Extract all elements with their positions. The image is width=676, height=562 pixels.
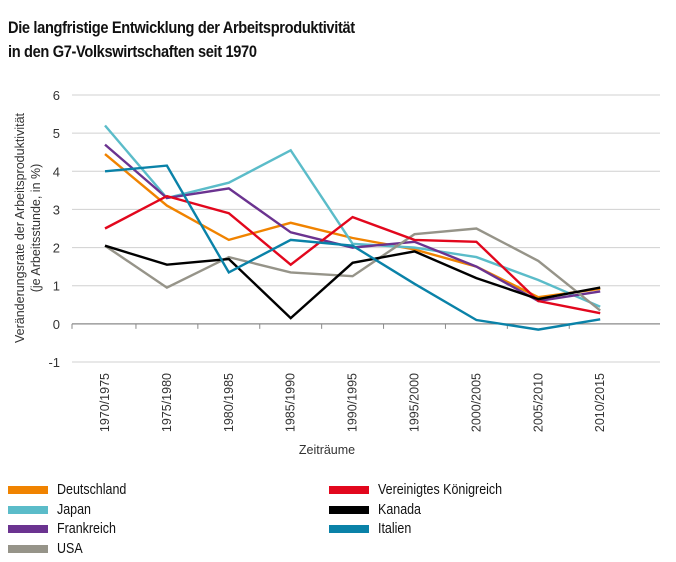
y-axis-ticks: -1 0 1 2 3 4 5 6: [48, 88, 60, 370]
x-tick-label: 1985/1990: [284, 373, 298, 432]
legend-label: Italien: [378, 521, 412, 537]
line-chart: -1 0 1 2 3 4 5 6 1970/1975 1975/1980 1980/1985 198…: [13, 88, 660, 457]
y-tick-label: 6: [53, 88, 60, 103]
y-tick-label: 1: [53, 279, 60, 294]
x-tick-label: 1975/1980: [160, 373, 174, 432]
x-axis: [71, 323, 570, 329]
legend-label: Japan: [57, 501, 91, 518]
y-tick-label: -1: [48, 355, 60, 370]
legend-swatch: [329, 505, 369, 514]
x-tick-label: 2010/2015: [593, 373, 607, 432]
legend-item: Deutschland: [8, 482, 138, 498]
y-axis-label-line-2: (je Arbeitsstunde, in %): [29, 164, 43, 293]
series-lines: [104, 124, 601, 331]
legend-item: Japan: [8, 502, 97, 518]
legend-item: Kanada: [329, 502, 428, 518]
x-axis-label: Zeiträume: [299, 443, 355, 457]
legend-item: Vereinigtes Königreich: [329, 482, 522, 498]
series-line-deutschland: [104, 153, 601, 299]
chart-title-line-1: Die langfristige Entwicklung der Arbeits…: [8, 18, 355, 37]
x-tick-label: 2000/2005: [469, 373, 483, 432]
y-tick-label: 5: [53, 126, 60, 141]
x-tick-label: 1970/1975: [98, 373, 112, 432]
legend-swatch: [8, 486, 48, 494]
y-axis-label-line-1: Veränderungsrate der Arbeitsproduktivitä…: [13, 112, 27, 343]
x-tick-label: 2005/2010: [531, 373, 545, 432]
series-line-japan: [104, 124, 601, 308]
chart-title: Die langfristige Entwicklung der Arbeits…: [8, 16, 355, 64]
legend-label: Vereinigtes Königreich: [378, 482, 503, 498]
legend-swatch: [8, 525, 48, 533]
legend-swatch: [329, 486, 369, 494]
legend-item: Frankreich: [8, 521, 126, 537]
y-tick-label: 2: [53, 241, 60, 256]
x-axis-ticks: 1970/1975 1975/1980 1980/1985 1985/1990 1990…: [98, 373, 607, 432]
x-tick-label: 1980/1985: [222, 373, 236, 432]
chart-title-line-2: in den G7-Volkswirtschaften seit 1970: [8, 42, 257, 61]
legend-swatch: [8, 505, 48, 514]
legend-item: USA: [8, 541, 87, 557]
legend-swatch: [8, 544, 48, 553]
legend-item: Italien: [329, 521, 417, 537]
legend-label: Kanada: [378, 501, 421, 518]
series-line-kanada: [104, 244, 601, 320]
legend-label: Frankreich: [57, 521, 116, 537]
gridlines: [72, 94, 660, 363]
series-line-frankreich: [104, 143, 601, 303]
x-tick-label: 1995/2000: [408, 373, 422, 432]
y-tick-label: 0: [53, 317, 60, 332]
legend-label: Deutschland: [57, 482, 127, 498]
series-line-usa: [104, 227, 601, 312]
legend-swatch: [329, 525, 369, 533]
series-line-italien: [104, 164, 601, 331]
y-tick-label: 4: [53, 164, 60, 179]
x-tick-label: 1990/1995: [346, 373, 360, 432]
legend-label: USA: [57, 540, 83, 557]
y-tick-label: 3: [53, 202, 60, 217]
